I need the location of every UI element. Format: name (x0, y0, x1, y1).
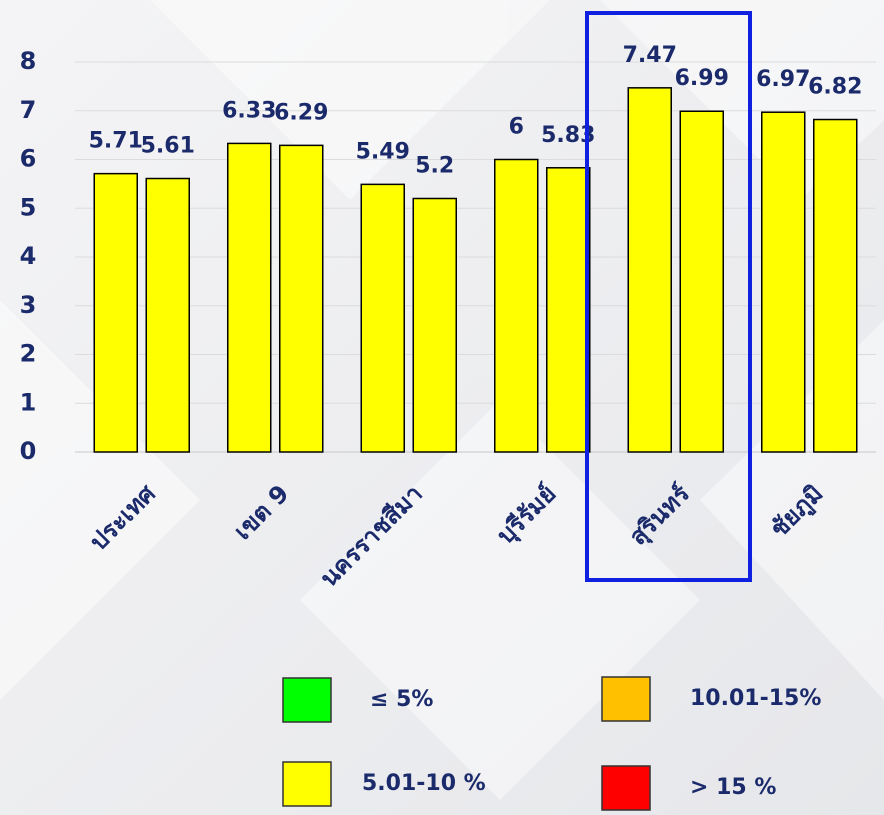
y-tick-label: 3 (20, 291, 37, 319)
value-label: 6.99 (675, 66, 729, 91)
bar (627, 87, 672, 453)
bar (360, 183, 405, 453)
value-label: 6.29 (274, 100, 328, 125)
y-tick-label: 8 (20, 47, 37, 75)
bar (679, 110, 724, 453)
bar (93, 172, 138, 453)
legend-label: 10.01-15% (690, 686, 821, 711)
y-tick-label: 0 (20, 437, 37, 465)
y-tick-label: 7 (20, 96, 37, 124)
legend-label: ≤ 5% (370, 687, 433, 712)
legend-swatch (601, 676, 651, 722)
y-tick-label: 1 (20, 388, 37, 416)
bar (227, 142, 272, 453)
bar (546, 167, 591, 453)
bar (145, 177, 190, 453)
bar (412, 197, 457, 453)
y-tick-label: 4 (20, 242, 37, 270)
y-tick-label: 6 (20, 145, 37, 173)
bar (279, 144, 324, 453)
value-label: 6 (509, 115, 524, 140)
highlight-box (585, 11, 752, 582)
legend-swatch (282, 761, 332, 807)
value-label: 7.47 (623, 43, 677, 68)
value-label: 6.97 (756, 67, 810, 92)
legend: ≤ 5% 5.01-10 % 10.01-15% > 15 % (282, 676, 821, 811)
bar (761, 111, 806, 453)
bar (494, 158, 539, 453)
value-label: 6.82 (808, 75, 862, 100)
y-tick-label: 5 (20, 193, 37, 221)
value-label: 5.61 (141, 134, 195, 159)
value-label: 5.71 (89, 129, 143, 154)
value-label: 6.33 (222, 98, 276, 123)
legend-swatch (601, 765, 651, 811)
legend-label: 5.01-10 % (362, 771, 486, 796)
legend-label: > 15 % (690, 775, 776, 800)
legend-swatch (282, 677, 332, 723)
value-label: 5.2 (415, 154, 454, 179)
y-tick-label: 2 (20, 340, 37, 368)
value-label: 5.49 (356, 139, 410, 164)
bar (813, 118, 858, 453)
